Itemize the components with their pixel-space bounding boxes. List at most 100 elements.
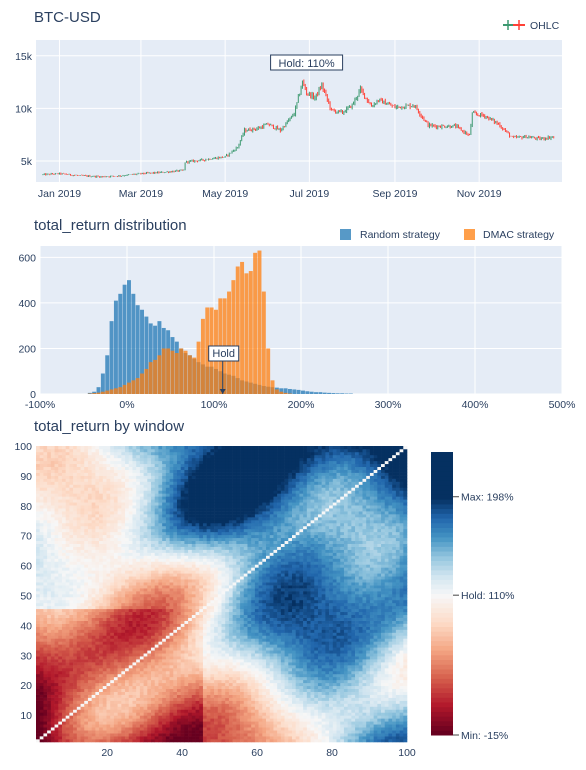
heatmap-cell (188, 659, 193, 663)
heatmap-cell (347, 670, 352, 675)
heatmap-cell (136, 647, 141, 651)
heatmap-cell (214, 694, 219, 698)
heatmap-cell (214, 641, 219, 645)
heatmap-cell (117, 727, 122, 731)
heatmap-cell (54, 721, 59, 725)
heatmap-cell (65, 682, 70, 687)
heatmap-cell (39, 608, 44, 613)
heatmap-cell (340, 670, 345, 675)
heatmap-cell (373, 724, 378, 728)
heatmap-cell (343, 620, 348, 624)
heatmap-cell (306, 673, 311, 678)
heatmap-cell (102, 670, 107, 675)
heatmap-cell (232, 697, 237, 701)
heatmap-cell (362, 718, 367, 722)
ohlc-legend[interactable]: OHLC (503, 20, 560, 32)
heatmap-cell (240, 665, 245, 669)
heatmap-cell (325, 644, 330, 648)
heatmap-cell (314, 685, 319, 690)
heatmap-cell (76, 709, 81, 713)
heatmap-cell (355, 647, 360, 651)
heatmap-cell (299, 656, 304, 660)
heatmap-cell (47, 697, 52, 701)
heatmap-cell (206, 739, 211, 743)
heatmap-cell (87, 635, 92, 639)
histogram-bar (166, 348, 171, 394)
histogram-bar (105, 355, 110, 394)
heatmap-cell (388, 694, 393, 698)
heatmap-cell (154, 653, 159, 657)
heatmap-cell (210, 712, 215, 716)
heatmap-cell (217, 679, 222, 684)
legend-label-random: Random strategy (360, 229, 441, 241)
heatmap-cell (277, 682, 282, 687)
heatmap-cell (243, 665, 248, 669)
heatmap-cell (87, 632, 92, 636)
heatmap-cell (95, 611, 100, 616)
heatmap-cell (295, 638, 300, 642)
histogram-bar (266, 348, 271, 394)
heatmap-cell (262, 730, 267, 734)
heatmap-cell (358, 706, 363, 710)
heatmap-cell (176, 739, 181, 743)
heatmap-cell (366, 727, 371, 731)
heatmap-cell (303, 685, 308, 690)
heatmap-cell (362, 688, 367, 692)
heatmap-cell (50, 718, 55, 722)
heatmap-cell (151, 617, 156, 621)
heatmap-cell (151, 668, 156, 672)
heatmap-cell (291, 721, 296, 725)
heatmap-cell (61, 635, 66, 639)
heatmap-cell (121, 724, 126, 728)
heatmap-cell (243, 700, 248, 704)
heatmap-cell (143, 688, 148, 692)
heatmap-cell (139, 653, 144, 657)
heatmap-cell (99, 691, 104, 695)
heatmap-cell (266, 703, 271, 707)
heatmap-cell (147, 614, 152, 618)
heatmap-cell (362, 632, 367, 636)
heatmap-cell (80, 736, 85, 740)
heatmap-cell (180, 694, 185, 698)
heatmap-cell (266, 730, 271, 734)
heatmap-cell (206, 718, 211, 722)
heatmap-cell (362, 691, 367, 695)
heatmap-cell (291, 715, 296, 719)
heatmap-cell (247, 712, 252, 716)
heatmap-cell (221, 611, 226, 616)
heatmap-cell (61, 715, 66, 719)
heatmap-cell (355, 670, 360, 675)
heatmap-cell (306, 724, 311, 728)
heatmap-cell (162, 730, 167, 734)
heatmap-cell (128, 608, 133, 613)
heatmap-cell (128, 700, 133, 704)
heatmap-cell (173, 620, 178, 624)
heatmap-cell (321, 620, 326, 624)
heatmap-cell (399, 617, 404, 621)
heatmap-cell (36, 730, 41, 734)
heatmap-cell (147, 647, 152, 651)
heatmap-cell (125, 727, 130, 731)
heatmap-cell (139, 623, 144, 627)
heatmap-cell (351, 706, 356, 710)
heatmap-cell (262, 709, 267, 713)
heatmap-cell (47, 715, 52, 719)
heatmap-cell (202, 739, 207, 743)
heatmap-cell (206, 611, 211, 616)
heatmap-cell (388, 653, 393, 657)
heatmap-cell (254, 620, 259, 624)
heatmap-cell (258, 632, 263, 636)
heatmap-cell (336, 703, 341, 707)
heatmap-cell (228, 718, 233, 722)
heatmap-cell (329, 739, 334, 743)
heatmap-cell (355, 691, 360, 695)
heatmap-cell (303, 629, 308, 633)
heatmap-cell (154, 611, 159, 616)
heatmap-cell (295, 736, 300, 740)
heatmap-cell (151, 706, 156, 710)
heatmap-cell (202, 647, 207, 651)
heatmap-cell (347, 703, 352, 707)
